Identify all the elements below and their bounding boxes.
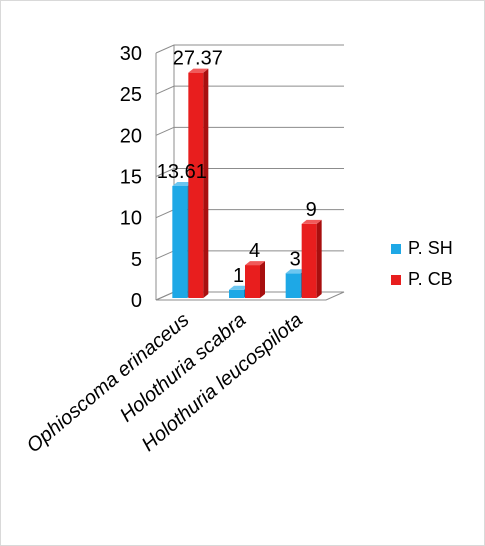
data-labels: 13.61 27.37 14 3 9 [157,48,317,287]
bar-top [301,219,322,224]
floor [155,291,345,301]
bars [172,68,322,299]
bar-side [316,219,322,298]
data-label: 13.61 [157,161,207,183]
data-label: 27.37 [173,48,223,70]
gridline [155,85,344,95]
y-tick-label: 0 [131,290,142,312]
y-tick-label: 30 [120,43,142,65]
legend-label: P. CB [408,269,453,289]
legend-label: P. SH [408,238,453,258]
bar-side [260,261,265,298]
bar-top [172,181,193,186]
y-tick-label: 15 [120,167,142,189]
y-tick-labels: 0 5 10 15 20 25 30 [120,43,142,312]
y-tick-label: 10 [120,208,142,230]
bar-p-cb-3 [301,223,317,298]
bar-p-sh-2 [229,289,244,298]
y-tick-label: 20 [120,125,142,147]
bar-p-sh-3 [285,273,301,298]
y-tick-label: 5 [131,249,142,271]
bar-top [245,261,265,266]
y-tick-label: 25 [120,84,142,106]
gridline [155,126,344,136]
bar-p-cb-1 [188,72,204,299]
bar-top [229,285,249,290]
data-label: 3 [290,248,301,270]
data-label: 1 [233,265,244,287]
bar-p-cb-2 [245,265,260,298]
legend: P. SH P. CB [391,238,453,289]
bar-side [203,68,209,299]
bar-top [188,68,209,73]
data-label: 9 [306,199,317,221]
bar-p-sh-1 [172,185,188,298]
legend-swatch [391,275,401,285]
data-label: 4 [249,240,260,262]
legend-swatch [391,244,401,254]
bar-top [285,269,306,274]
